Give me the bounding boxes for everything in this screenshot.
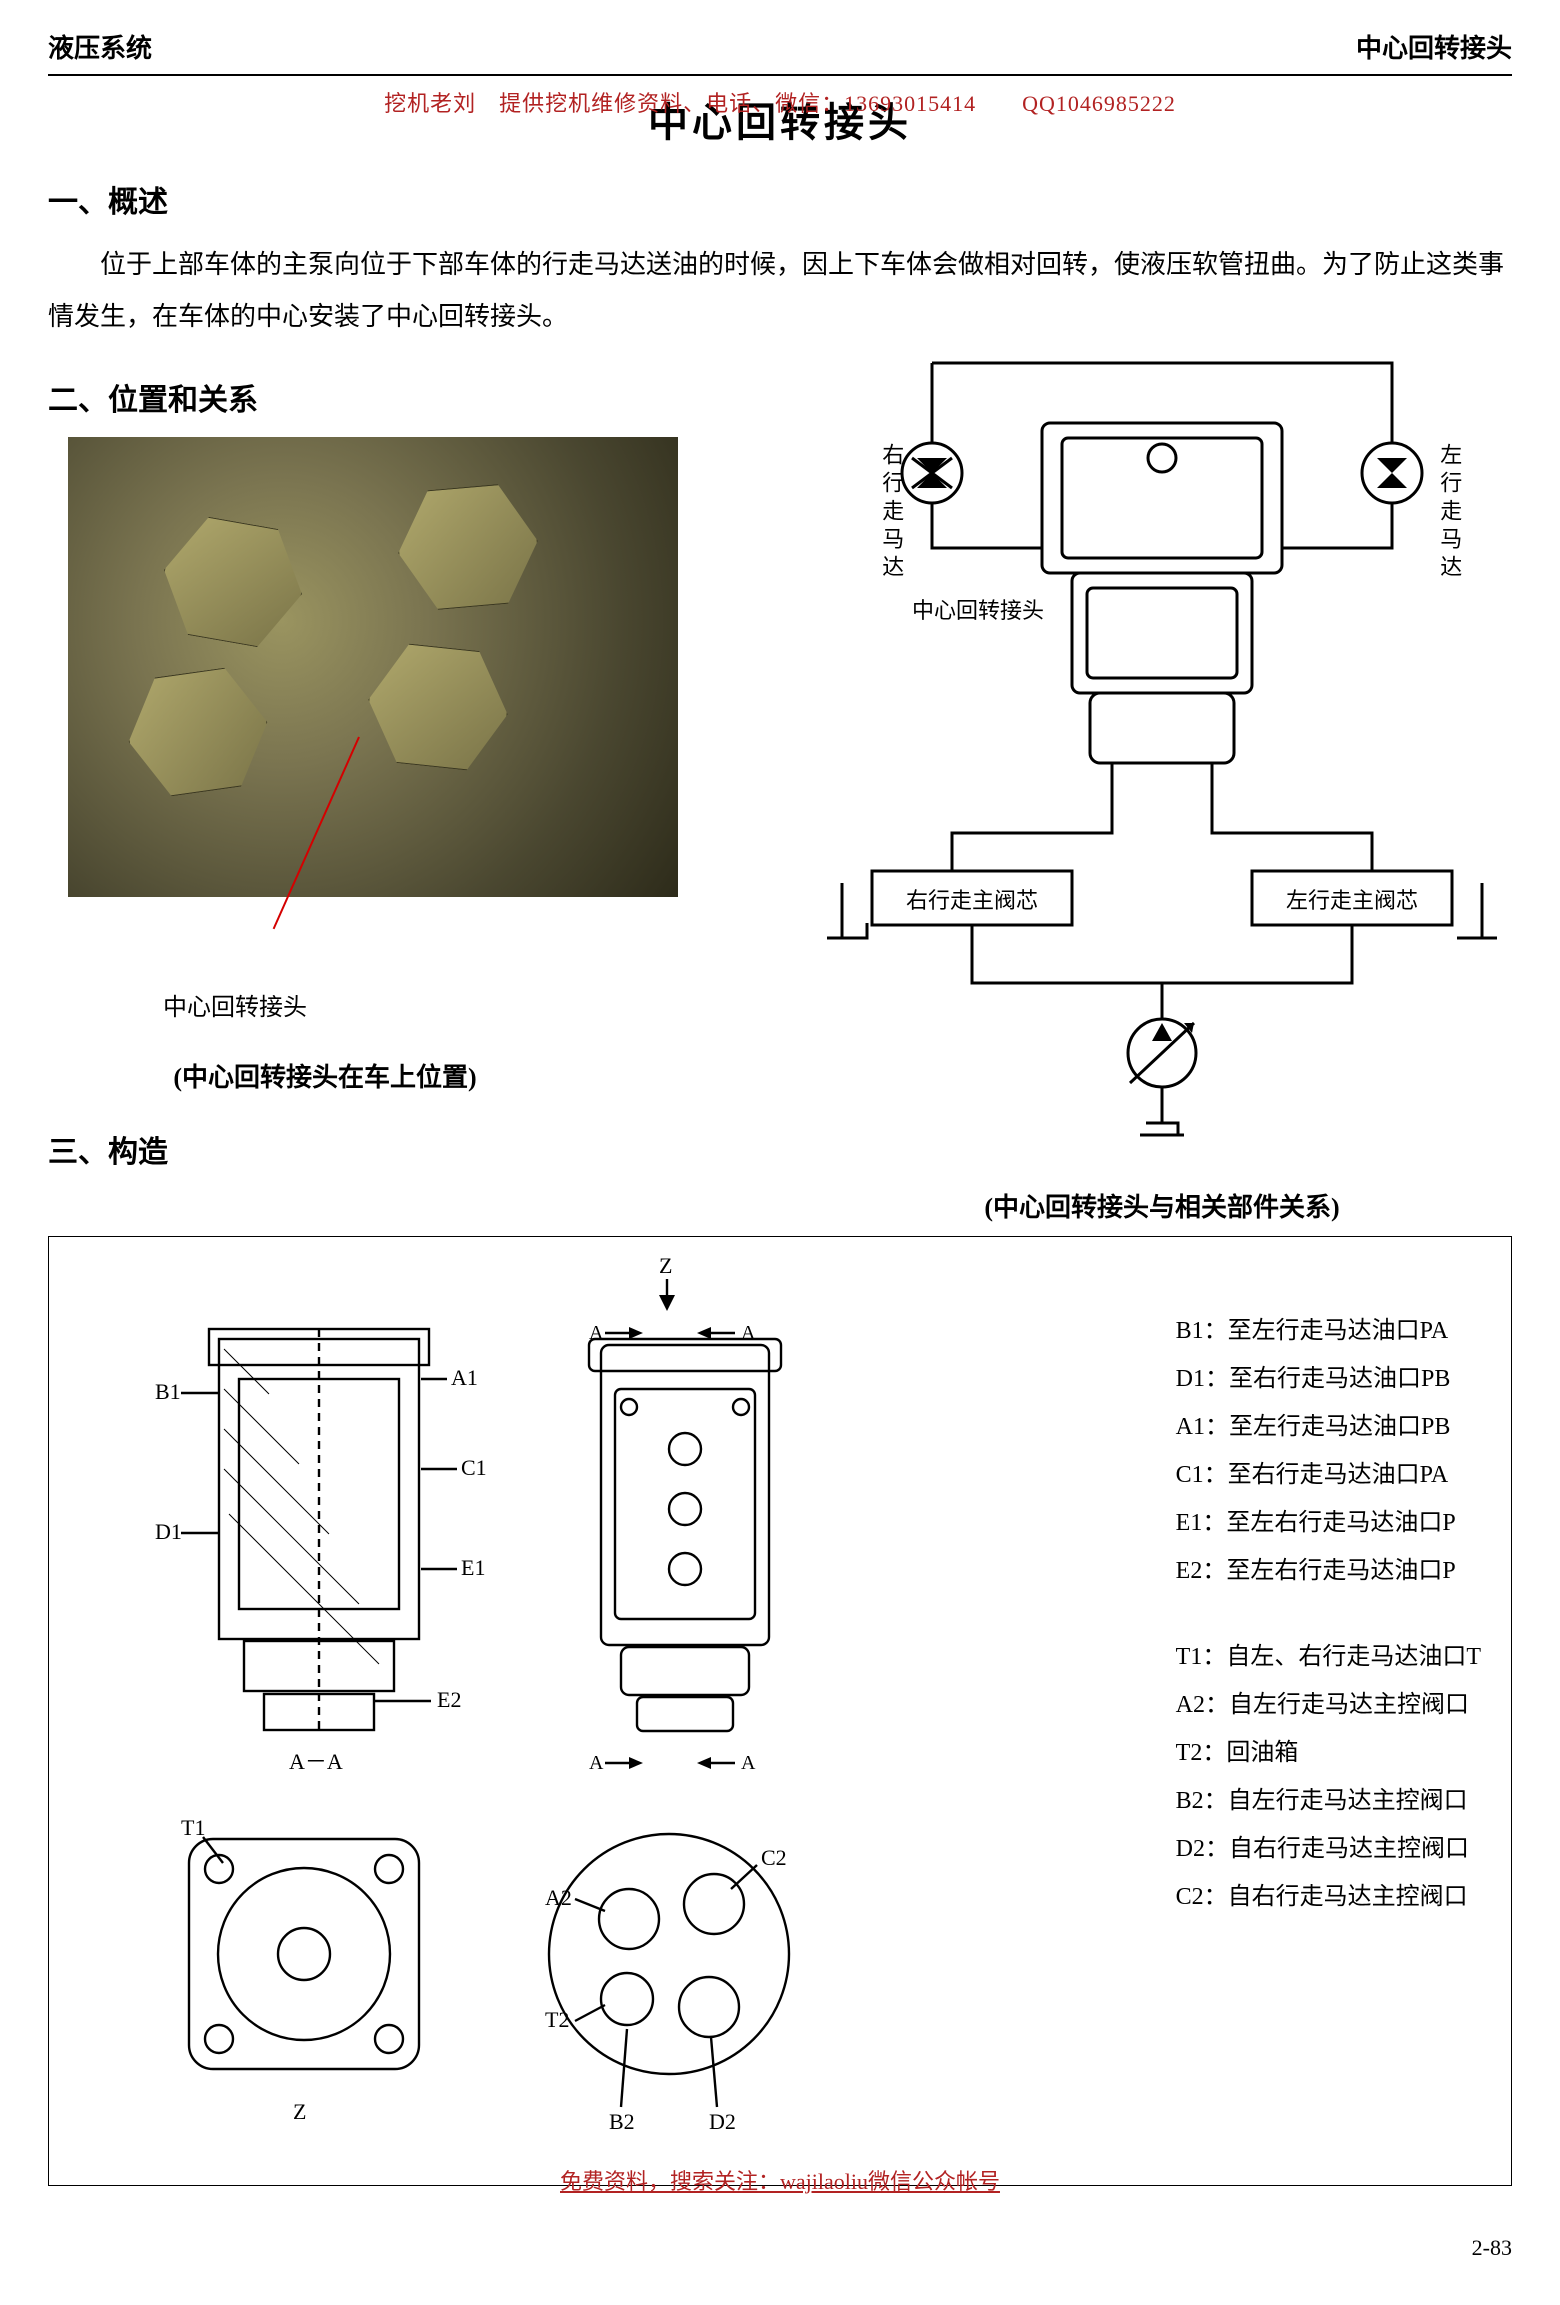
legend-item: E2：至左右行走马达油口P — [1176, 1547, 1481, 1595]
svg-text:D1: D1 — [155, 1519, 182, 1544]
header-right: 中心回转接头 — [1356, 28, 1512, 70]
svg-text:B2: B2 — [609, 2109, 635, 2134]
svg-text:A: A — [741, 1322, 756, 1344]
legend-item: C2：自右行走马达主控阀口 — [1176, 1873, 1481, 1921]
legend-item: C1：至右行走马达油口PA — [1176, 1451, 1481, 1499]
page-header: 液压系统 中心回转接头 — [48, 28, 1512, 76]
svg-text:A－A: A－A — [289, 1749, 343, 1774]
svg-text:A: A — [589, 1752, 604, 1774]
photo-center-joint — [68, 437, 678, 897]
watermark-bottom: 免费资料，搜索关注：wajilaoliu微信公众帐号 — [48, 2164, 1512, 2199]
legend-item: E1：至左右行走马达油口P — [1176, 1499, 1481, 1547]
legend-item: T1：自左、右行走马达油口T — [1176, 1633, 1481, 1681]
page-number: 2-83 — [48, 2230, 1512, 2265]
photo-caption: (中心回转接头在车上位置) — [0, 1057, 782, 1099]
section1-heading: 一、概述 — [48, 179, 1512, 227]
legend-item: D2：自右行走马达主控阀口 — [1176, 1825, 1481, 1873]
watermark-top: 挖机老刘 提供挖机维修资料、电话、微信：13693015414 QQ104698… — [48, 86, 1512, 121]
legend-item: B1：至左行走马达油口PA — [1176, 1307, 1481, 1355]
svg-text:Z: Z — [293, 2099, 306, 2124]
label-right-travel-motor: 右行走马达 — [874, 443, 909, 583]
header-left: 液压系统 — [48, 28, 152, 70]
label-center-joint: 中心回转接头 — [912, 593, 1044, 628]
section3-heading: 三、构造 — [48, 1129, 782, 1177]
svg-text:T2: T2 — [545, 2007, 569, 2032]
section2-heading: 二、位置和关系 — [48, 377, 782, 425]
svg-text:Z: Z — [659, 1253, 672, 1278]
photo-label: 中心回转接头 — [0, 989, 782, 1027]
legend-item: A1：至左行走马达油口PB — [1176, 1403, 1481, 1451]
label-left-valve: 左行走主阀芯 — [1272, 883, 1432, 918]
legend-item: D1：至右行走马达油口PB — [1176, 1355, 1481, 1403]
construction-figure: Z A A B1 D1 A1 C1 — [48, 1236, 1512, 2186]
svg-text:C2: C2 — [761, 1845, 787, 1870]
legend-item: B2：自左行走马达主控阀口 — [1176, 1777, 1481, 1825]
svg-text:T1: T1 — [181, 1815, 205, 1840]
label-right-valve: 右行走主阀芯 — [892, 883, 1052, 918]
port-legend: B1：至左行走马达油口PA D1：至右行走马达油口PB A1：至左行走马达油口P… — [1176, 1307, 1481, 1921]
relation-schematic: 右行走马达 左行走马达 中心回转接头 右行走主阀芯 左行走主阀芯 — [812, 323, 1512, 1173]
svg-text:E1: E1 — [461, 1555, 485, 1580]
svg-text:B1: B1 — [155, 1379, 181, 1404]
legend-item: A2：自左行走马达主控阀口 — [1176, 1681, 1481, 1729]
diagram-caption: (中心回转接头与相关部件关系) — [812, 1187, 1512, 1229]
svg-text:E2: E2 — [437, 1687, 461, 1712]
svg-text:A1: A1 — [451, 1365, 478, 1390]
svg-text:A: A — [741, 1752, 756, 1774]
svg-text:D2: D2 — [709, 2109, 736, 2134]
svg-text:A2: A2 — [545, 1885, 572, 1910]
legend-item: T2：回油箱 — [1176, 1729, 1481, 1777]
label-left-travel-motor: 左行走马达 — [1432, 443, 1467, 583]
svg-text:C1: C1 — [461, 1455, 487, 1480]
